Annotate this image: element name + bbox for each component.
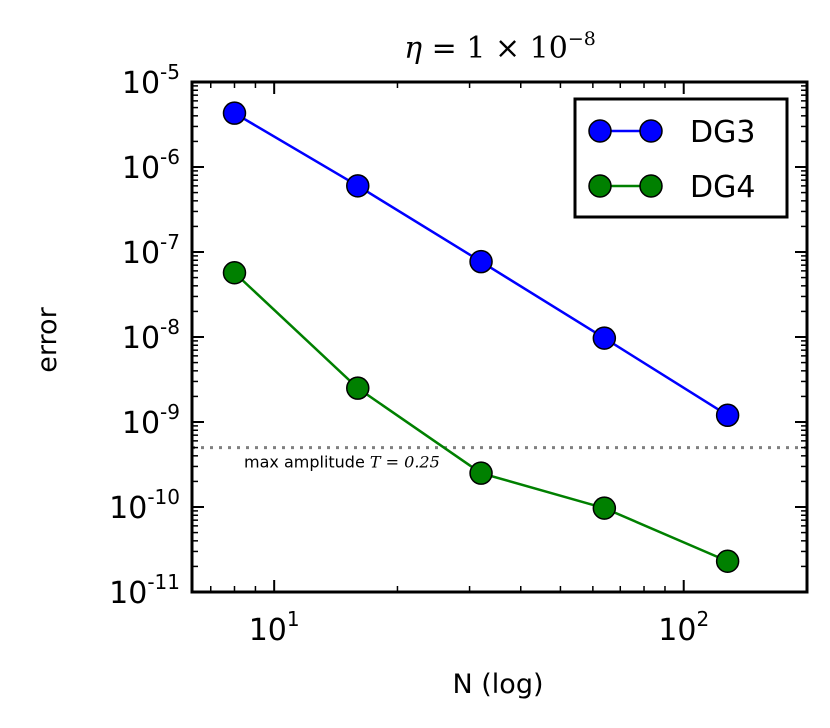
y-tick-base: 10: [109, 576, 147, 611]
data-point-dg4: [469, 461, 493, 485]
data-point-dg4: [222, 261, 247, 285]
y-tick-base: 10: [122, 66, 160, 101]
legend-label-dg4: DG4: [690, 170, 755, 205]
y-tick-exp: -6: [160, 145, 180, 169]
y-tick-exp: -8: [160, 315, 180, 339]
title-exp: −8: [568, 28, 596, 50]
reference-label-math: T = 0.25: [370, 453, 440, 472]
x-tick-exp: 1: [287, 607, 300, 631]
y-tick-label: 10-9: [122, 400, 180, 441]
y-tick-exp: -10: [147, 485, 180, 509]
y-tick-exp: -11: [147, 570, 180, 594]
x-tick-label: 102: [658, 607, 709, 648]
y-tick-base: 10: [109, 491, 147, 526]
legend-marker-dg3: [588, 119, 612, 143]
y-tick-exp: -9: [160, 400, 180, 424]
reference-label-text: max amplitude: [244, 453, 370, 472]
plot-area: max amplitude T = 0.25: [192, 101, 807, 574]
data-point-dg3: [592, 326, 617, 350]
title-eq: = 1 × 10: [422, 31, 568, 66]
data-point-dg3: [715, 403, 740, 428]
y-tick-exp: -7: [160, 230, 180, 254]
y-tick-base: 10: [122, 321, 160, 356]
x-axis-label: N (log): [452, 669, 543, 700]
legend: DG3 DG4: [573, 97, 789, 219]
y-tick-base: 10: [122, 406, 160, 441]
x-tick-exp: 2: [696, 607, 709, 631]
y-tick-label: 10-8: [122, 315, 180, 356]
chart-title: η = 1 × 10−8: [404, 28, 596, 66]
legend-box: [573, 97, 789, 219]
x-tick-label: 101: [249, 607, 300, 648]
title-eta: η: [404, 31, 422, 66]
legend-label-dg3: DG3: [690, 115, 755, 150]
y-tick-base: 10: [122, 236, 160, 271]
reference-line-label: max amplitude T = 0.25: [244, 453, 440, 472]
data-point-dg4: [346, 376, 370, 400]
data-point-dg4: [592, 496, 617, 520]
legend-marker-dg3: [639, 119, 663, 143]
y-tick-label: 10-7: [122, 230, 180, 271]
data-point-dg3: [222, 101, 247, 125]
x-tick-base: 10: [249, 613, 287, 648]
y-tick-exp: -5: [160, 60, 180, 84]
series-line-dg4: [233, 271, 729, 563]
legend-marker-dg4: [639, 174, 663, 198]
y-tick-label: 10-6: [122, 145, 180, 186]
y-tick-label: 10-10: [109, 485, 180, 526]
y-tick-base: 10: [122, 151, 160, 186]
data-point-dg3: [469, 249, 493, 274]
data-point-dg3: [346, 174, 370, 198]
y-tick-label: 10-11: [109, 570, 180, 611]
x-tick-base: 10: [658, 613, 696, 648]
legend-marker-dg4: [588, 174, 612, 198]
y-axis-label: error: [32, 306, 63, 372]
data-point-dg4: [715, 549, 740, 574]
y-tick-label: 10-5: [122, 60, 180, 101]
